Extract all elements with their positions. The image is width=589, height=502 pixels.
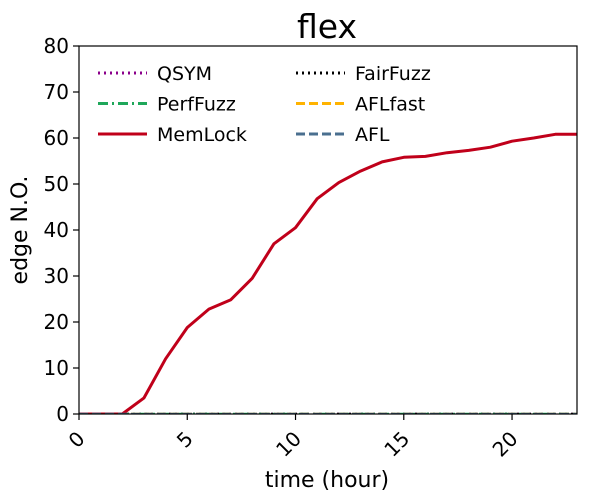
chart-title: flex: [297, 7, 357, 46]
x-tick-label: 0: [64, 427, 90, 453]
y-tick-label: 10: [44, 356, 69, 380]
y-tick-label: 80: [44, 34, 69, 58]
x-tick-label: 10: [271, 427, 306, 462]
x-axis-label: time (hour): [265, 468, 389, 493]
y-tick-label: 30: [44, 264, 69, 288]
plot-area: [78, 45, 578, 415]
legend-label-afl: AFL: [355, 124, 390, 146]
x-tick-label: 20: [488, 427, 523, 462]
y-axis-label: edge N.O.: [8, 176, 33, 285]
y-tick-label: 70: [44, 80, 69, 104]
legend-label-perffuzz: PerfFuzz: [157, 94, 236, 116]
series-line-memlock: [79, 132, 577, 414]
plot-frame: [78, 45, 578, 415]
legend-label-fairfuzz: FairFuzz: [355, 63, 431, 85]
y-tick-label: 40: [44, 218, 69, 242]
legend-label-qsym: QSYM: [157, 63, 212, 85]
y-tick-label: 60: [44, 126, 69, 150]
x-tick-label: 5: [172, 427, 198, 453]
legend: QSYM FairFuzz PerfFuzz AFLfast MemLock AFL: [98, 63, 431, 146]
y-tick-label: 0: [56, 402, 69, 426]
legend-label-memlock: MemLock: [157, 124, 247, 146]
legend-label-aflfast: AFLfast: [355, 94, 425, 116]
y-tick-label: 50: [44, 172, 69, 196]
y-tick-label: 20: [44, 310, 69, 334]
x-axis-ticks: 0 5 10 15 20: [64, 414, 523, 462]
y-axis-ticks: 0 10 20 30 40 50 60 70 80: [44, 34, 79, 426]
x-tick-label: 15: [379, 427, 414, 462]
